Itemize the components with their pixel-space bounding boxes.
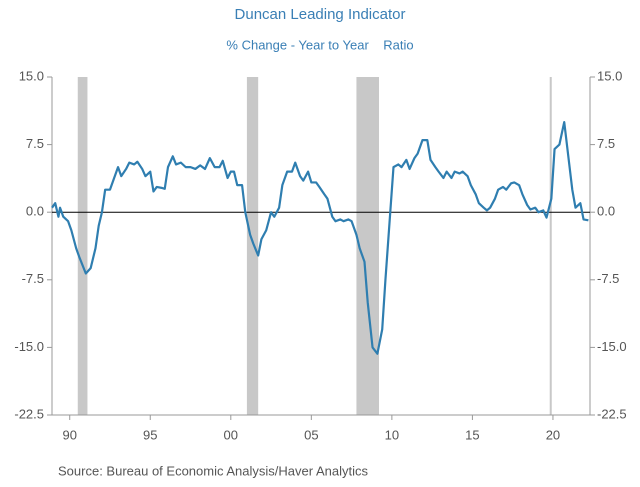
x-tick-label: 90 (62, 427, 76, 442)
recession-band (356, 77, 379, 415)
y2-tick-label: 0.0 (597, 204, 615, 219)
x-tick-label: 05 (304, 427, 318, 442)
x-tick-label: 10 (385, 427, 399, 442)
data-line (51, 120, 589, 355)
x-tick-label: 15 (465, 427, 479, 442)
y-tick-label: -15.0 (14, 339, 44, 354)
x-tick-label: 20 (546, 427, 560, 442)
y2-tick-label: 15.0 (597, 68, 622, 83)
y-tick-label: 7.5 (26, 136, 44, 151)
x-tick-label: 00 (224, 427, 238, 442)
y-tick-label: -7.5 (22, 271, 44, 286)
y2-tick-label: -15.0 (597, 339, 627, 354)
x-tick-label: 95 (143, 427, 157, 442)
source-note: Source: Bureau of Economic Analysis/Have… (58, 463, 368, 478)
y2-tick-label: -7.5 (597, 271, 619, 286)
y-tick-label: 0.0 (26, 204, 44, 219)
recession-band (246, 77, 259, 415)
y2-tick-label: 7.5 (597, 136, 615, 151)
recession-band (77, 77, 88, 415)
y-tick-label: -22.5 (14, 406, 44, 421)
y-tick-label: 15.0 (19, 68, 44, 83)
y2-tick-label: -22.5 (597, 406, 627, 421)
recession-band (549, 77, 552, 415)
chart-subtitle: % Change - Year to Year Ratio (226, 37, 413, 52)
chart-title: Duncan Leading Indicator (235, 6, 406, 23)
